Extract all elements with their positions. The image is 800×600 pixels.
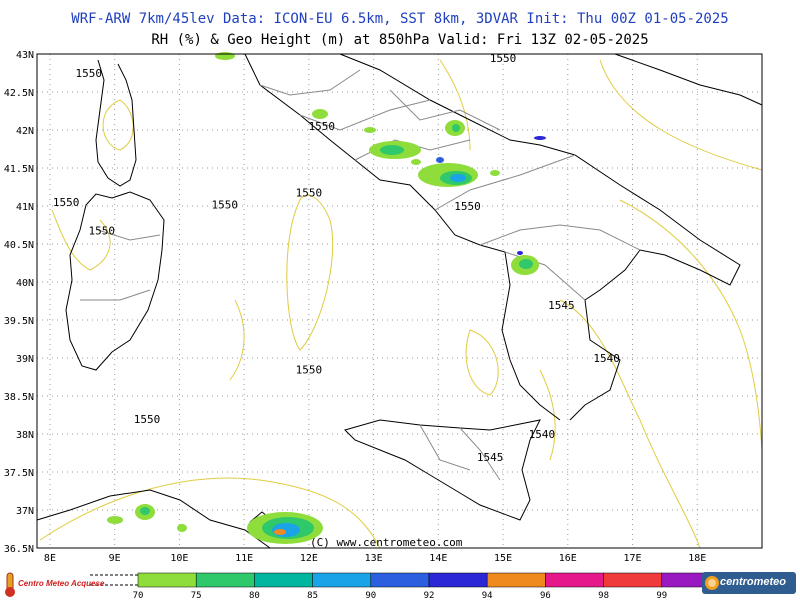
contour-label: 1540 bbox=[593, 352, 620, 365]
x-tick-label: 16E bbox=[559, 553, 577, 564]
contour-label: 1550 bbox=[309, 120, 336, 133]
x-tick-label: 18E bbox=[688, 553, 706, 564]
contour-label: 1545 bbox=[548, 299, 575, 312]
colorbar-label: 98 bbox=[598, 591, 609, 600]
x-tick-label: 8E bbox=[44, 553, 56, 564]
coastlines bbox=[36, 53, 763, 549]
logo-right-text: centrometeo bbox=[720, 576, 787, 588]
colorbar-label: 70 bbox=[133, 591, 144, 600]
colorbar-label: 99 bbox=[656, 591, 667, 600]
italy-west-coast bbox=[244, 53, 561, 421]
corsica-coast bbox=[95, 59, 137, 187]
centro-meteo-acquese-logo: Centro Meteo Acquese bbox=[2, 570, 104, 598]
tunisia-coast bbox=[36, 489, 271, 549]
colorbar-swatch bbox=[195, 572, 255, 588]
colorbar-swatch bbox=[428, 572, 488, 588]
colorbar-label: 90 bbox=[365, 591, 376, 600]
colorbar-swatch bbox=[486, 572, 546, 588]
colorbar-label: 96 bbox=[540, 591, 551, 600]
chart-title-line2: RH (%) & Geo Height (m) at 850hPa Valid:… bbox=[151, 32, 649, 48]
x-tick-label: 10E bbox=[170, 553, 188, 564]
y-tick-label: 42.5N bbox=[4, 88, 34, 99]
colorbar: 70 75 80 85 90 92 94 96 98 99 bbox=[90, 572, 761, 600]
y-tick-label: 43N bbox=[16, 50, 34, 61]
colorbar-swatch bbox=[254, 572, 313, 588]
sicily-coast bbox=[344, 419, 541, 521]
y-tick-label: 39.5N bbox=[4, 316, 34, 327]
y-tick-label: 39N bbox=[16, 354, 34, 365]
y-tick-label: 37.5N bbox=[4, 468, 34, 479]
chart-title-line1: WRF-ARW 7km/45lev Data: ICON-EU 6.5km, S… bbox=[71, 11, 729, 27]
y-tick-label: 40.5N bbox=[4, 240, 34, 251]
contour-label: 1550 bbox=[296, 186, 323, 199]
contour-label: 1550 bbox=[53, 196, 80, 209]
y-tick-label: 41N bbox=[16, 202, 34, 213]
y-tick-label: 37N bbox=[16, 506, 34, 517]
y-tick-label: 41.5N bbox=[4, 164, 34, 175]
x-tick-label: 11E bbox=[235, 553, 253, 564]
colorbar-swatch bbox=[545, 572, 604, 588]
y-tick-label: 38.5N bbox=[4, 392, 34, 403]
contour-label: 1550 bbox=[88, 224, 115, 237]
colorbar-swatch bbox=[312, 572, 372, 588]
contour-label: 1540 bbox=[529, 428, 556, 441]
y-tick-label: 40N bbox=[16, 278, 34, 289]
x-tick-label: 12E bbox=[300, 553, 318, 564]
globe-icon bbox=[705, 576, 719, 590]
colorbar-swatch bbox=[370, 572, 430, 588]
watermark: (C) www.centrometeo.com bbox=[310, 536, 463, 549]
thermometer-icon bbox=[5, 572, 15, 597]
adriatic-east-coast bbox=[614, 53, 763, 106]
height-contours bbox=[39, 59, 763, 549]
colorbar-label: 94 bbox=[482, 591, 493, 600]
contour-label: 1550 bbox=[134, 413, 161, 426]
plot-frame bbox=[36, 53, 763, 549]
contour-label: 1550 bbox=[76, 67, 103, 80]
contour-label: 1550 bbox=[490, 52, 517, 65]
y-tick-label: 36.5N bbox=[4, 544, 34, 555]
contour-labels: 1550 1550 1550 1550 1550 1550 1550 1550 1550 1550… bbox=[53, 52, 620, 464]
centrometeo-logo: centrometeo bbox=[702, 572, 796, 594]
colorbar-label: 85 bbox=[307, 591, 318, 600]
sardinia-coast bbox=[65, 191, 165, 371]
contour-label: 1550 bbox=[211, 198, 238, 211]
x-axis-labels: 8E 9E 10E 11E 12E 13E 14E 15E 16E 17E 18E bbox=[44, 553, 706, 564]
italy-east-coast bbox=[339, 53, 741, 421]
logo-left-text: Centro Meteo Acquese bbox=[18, 579, 105, 588]
contour-label: 1550 bbox=[296, 363, 323, 376]
colorbar-label: 80 bbox=[249, 591, 260, 600]
x-tick-label: 13E bbox=[365, 553, 383, 564]
colorbar-swatch bbox=[603, 572, 663, 588]
x-tick-label: 17E bbox=[624, 553, 642, 564]
x-tick-label: 9E bbox=[109, 553, 121, 564]
y-axis-labels: 36.5N 37N 37.5N 38N 38.5N 39N 39.5N 40N 40.5N 41N… bbox=[4, 50, 34, 555]
contour-label: 1545 bbox=[477, 451, 504, 464]
plot-area bbox=[37, 54, 762, 548]
contour-label: 1550 bbox=[454, 200, 481, 213]
x-tick-label: 14E bbox=[429, 553, 447, 564]
y-tick-label: 38N bbox=[16, 430, 34, 441]
x-tick-label: 15E bbox=[494, 553, 512, 564]
colorbar-swatch bbox=[137, 572, 197, 588]
y-tick-label: 42N bbox=[16, 126, 34, 137]
colorbar-label: 75 bbox=[191, 591, 202, 600]
colorbar-label: 92 bbox=[424, 591, 435, 600]
